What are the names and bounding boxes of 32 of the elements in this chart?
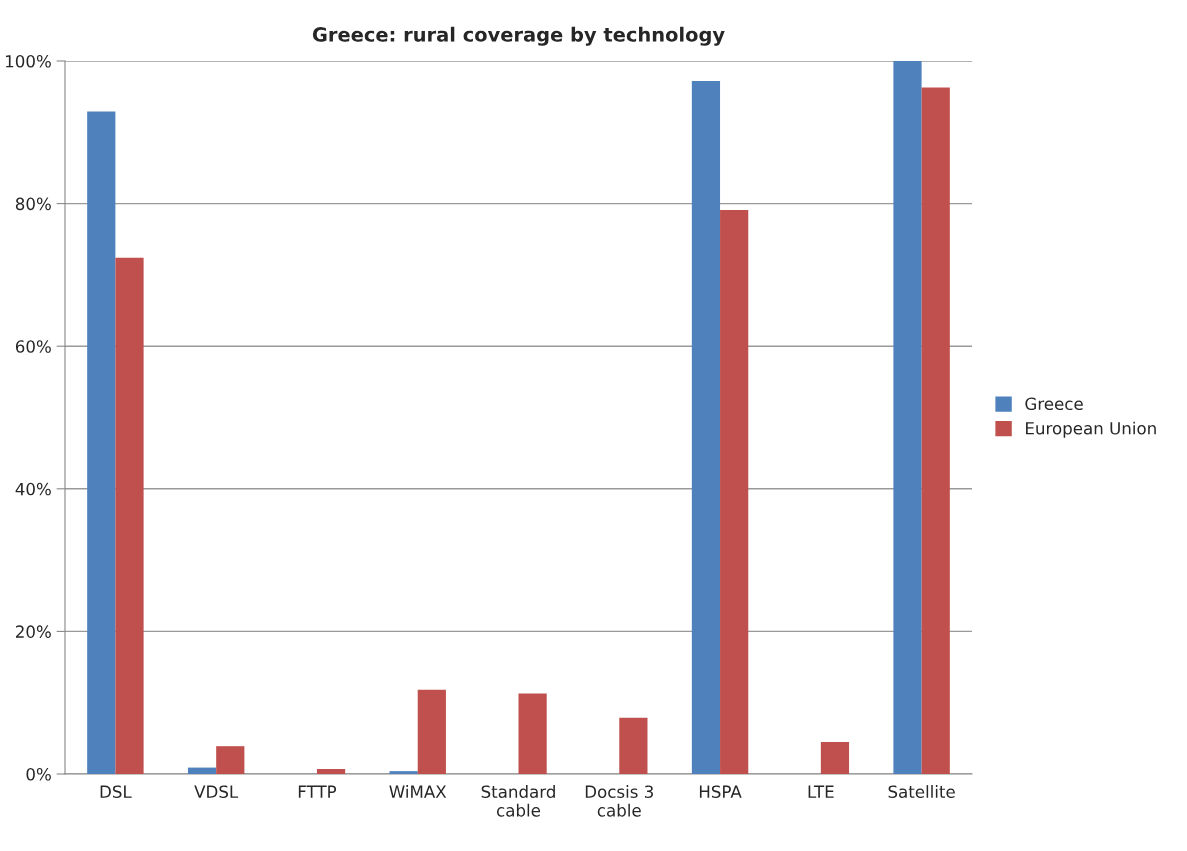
x-tick-label: DSL (100, 785, 132, 799)
x-tick-label: Standard cable (481, 785, 555, 817)
bar (216, 746, 245, 774)
y-tick-label: 80% (15, 197, 51, 211)
bar (518, 693, 547, 774)
y-tick-label: 0% (26, 767, 51, 781)
bar (893, 61, 922, 774)
bar (417, 689, 446, 774)
y-tick-label: 40% (15, 482, 51, 496)
y-tick-label: 60% (15, 340, 51, 353)
x-tick-label: Docsis 3 cable (585, 785, 653, 817)
y-tick-label: 20% (15, 625, 51, 638)
legend-label: European Union (1026, 421, 1156, 438)
x-tick-label: Satellite (888, 785, 955, 799)
y-tick-label: 100% (5, 54, 51, 68)
bar (316, 769, 346, 774)
x-tick-label: HSPA (699, 785, 742, 799)
bar (389, 771, 418, 774)
bar (115, 257, 144, 774)
x-tick-label: LTE (808, 785, 834, 798)
bar (187, 767, 217, 774)
bar (691, 80, 721, 774)
x-tick-label: FTTP (298, 785, 337, 798)
bar (619, 717, 648, 774)
bar (820, 741, 850, 774)
bar (720, 210, 749, 774)
legend-label: Greece (1025, 397, 1083, 411)
bar (87, 111, 116, 774)
bar (921, 87, 950, 774)
chart-title: Greece: rural coverage by technology (312, 26, 725, 46)
x-tick-label: VDSL (194, 785, 239, 799)
x-tick-label: WiMAX (389, 785, 447, 798)
